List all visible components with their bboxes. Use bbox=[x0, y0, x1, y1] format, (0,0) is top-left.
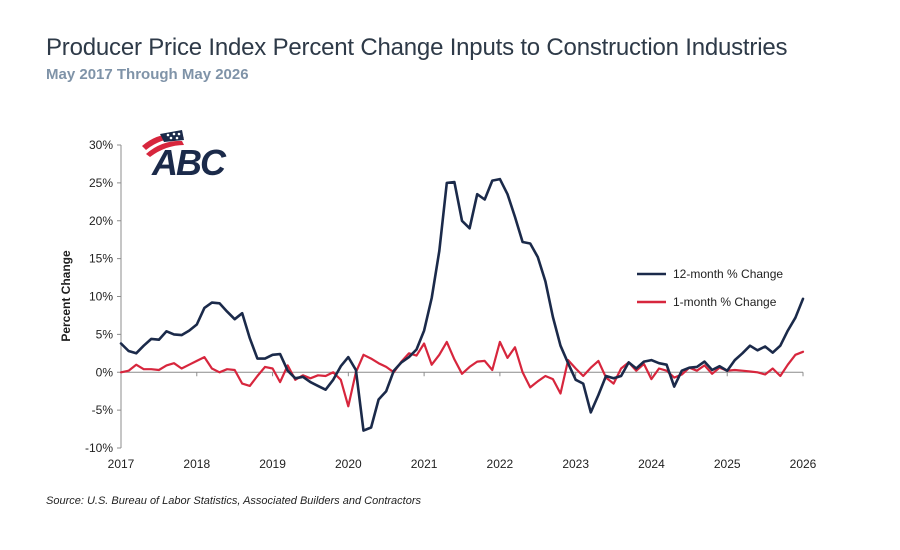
source-note: Source: U.S. Bureau of Labor Statistics,… bbox=[46, 495, 421, 507]
y-axis-label: Percent Change bbox=[59, 250, 73, 342]
y-tick-label: 15% bbox=[89, 252, 113, 266]
x-tick-label: 2025 bbox=[714, 457, 741, 471]
logo-stripe bbox=[146, 140, 184, 157]
x-tick-label: 2018 bbox=[183, 457, 210, 471]
legend-label: 1-month % Change bbox=[673, 295, 777, 309]
x-tick-label: 2026 bbox=[790, 457, 817, 471]
y-tick-label: -5% bbox=[92, 403, 114, 417]
series-line-12-month bbox=[119, 177, 805, 432]
logo-star bbox=[175, 136, 179, 140]
logo-star bbox=[169, 136, 173, 140]
y-tick-label: 20% bbox=[89, 214, 113, 228]
y-tick-label: 10% bbox=[89, 290, 113, 304]
chart-subtitle: May 2017 Through May 2026 bbox=[46, 66, 249, 83]
x-tick-label: 2017 bbox=[108, 457, 135, 471]
series-line-1-month bbox=[119, 340, 805, 408]
logo-star bbox=[172, 132, 176, 136]
logo-star bbox=[177, 132, 181, 136]
y-tick-label: 25% bbox=[89, 176, 113, 190]
y-tick-label: 0% bbox=[96, 365, 114, 379]
chart-axes: -10% -5% 0% 5% 10% 15% 20% 25% 30% 2017 2018 2019 20… bbox=[85, 138, 817, 471]
legend-label: 12-month % Change bbox=[673, 267, 783, 281]
logo-field bbox=[160, 130, 184, 142]
x-tick-label: 2020 bbox=[335, 457, 362, 471]
chart-series bbox=[119, 177, 805, 432]
y-tick-label: 5% bbox=[96, 327, 114, 341]
logo-text: ABC bbox=[151, 142, 227, 183]
logo-star bbox=[166, 133, 170, 137]
y-tick-label: -10% bbox=[85, 441, 113, 455]
abc-logo: ABC bbox=[142, 130, 229, 183]
x-tick-label: 2021 bbox=[411, 457, 438, 471]
x-tick-label: 2022 bbox=[487, 457, 514, 471]
y-tick-label: 30% bbox=[89, 138, 113, 152]
x-tick-label: 2023 bbox=[562, 457, 589, 471]
chart-title: Producer Price Index Percent Change Inpu… bbox=[46, 34, 788, 61]
x-tick-label: 2024 bbox=[638, 457, 665, 471]
chart-legend: 12-month % Change 1-month % Change bbox=[637, 267, 783, 309]
x-tick-label: 2019 bbox=[259, 457, 286, 471]
